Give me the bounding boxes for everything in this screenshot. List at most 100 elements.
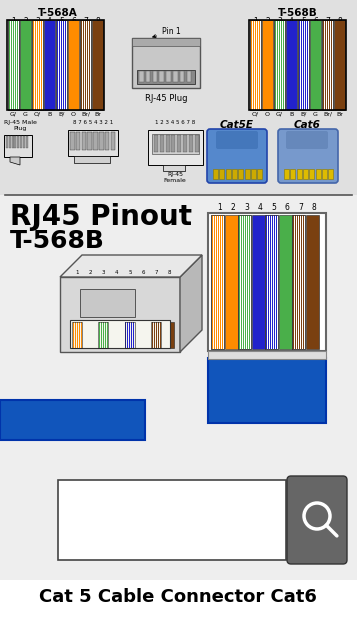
Text: 1. White Orange: 1. White Orange bbox=[66, 492, 151, 502]
Bar bbox=[59, 20, 60, 110]
Bar bbox=[137, 70, 195, 84]
Bar bbox=[218, 215, 219, 349]
Bar bbox=[250, 215, 251, 349]
Bar bbox=[214, 215, 215, 349]
Bar bbox=[257, 20, 258, 110]
Text: 1: 1 bbox=[253, 17, 258, 26]
Bar bbox=[298, 20, 300, 110]
Bar bbox=[81, 20, 82, 110]
Bar bbox=[277, 20, 278, 110]
Bar bbox=[146, 71, 150, 82]
Text: 4: 4 bbox=[115, 270, 119, 275]
Bar bbox=[173, 71, 177, 82]
Bar bbox=[139, 71, 144, 82]
Bar bbox=[152, 71, 157, 82]
Bar bbox=[241, 215, 242, 349]
Bar bbox=[56, 20, 67, 110]
Bar bbox=[245, 169, 250, 179]
Bar bbox=[68, 130, 118, 156]
Bar bbox=[247, 215, 248, 349]
Text: Pin 1: Pin 1 bbox=[153, 27, 181, 37]
Bar bbox=[212, 215, 213, 349]
Bar bbox=[238, 169, 243, 179]
Text: 1: 1 bbox=[11, 17, 16, 26]
Polygon shape bbox=[60, 277, 180, 352]
Text: Br/: Br/ bbox=[81, 112, 90, 117]
Bar bbox=[274, 215, 275, 349]
Bar bbox=[131, 322, 132, 348]
Bar bbox=[328, 169, 333, 179]
Bar bbox=[165, 322, 175, 348]
Text: G/: G/ bbox=[10, 112, 17, 117]
Text: 3: 3 bbox=[35, 17, 40, 26]
Text: Br: Br bbox=[94, 112, 101, 117]
Bar bbox=[151, 322, 161, 348]
Text: 7: 7 bbox=[298, 203, 303, 212]
Text: 7: 7 bbox=[325, 17, 330, 26]
Text: B/: B/ bbox=[300, 112, 307, 117]
Bar bbox=[138, 322, 148, 348]
Text: B/: B/ bbox=[58, 112, 65, 117]
Bar bbox=[171, 135, 175, 152]
Text: 8: 8 bbox=[312, 203, 316, 212]
Bar bbox=[7, 20, 104, 110]
Bar bbox=[306, 215, 318, 349]
Bar bbox=[76, 132, 80, 150]
Bar bbox=[245, 215, 246, 349]
Bar bbox=[265, 215, 278, 349]
Bar bbox=[265, 215, 278, 349]
Bar bbox=[158, 322, 159, 348]
Bar bbox=[250, 20, 261, 110]
Text: 6: 6 bbox=[313, 17, 318, 26]
Bar bbox=[310, 20, 321, 110]
Bar bbox=[329, 20, 330, 110]
Bar bbox=[39, 20, 40, 110]
Bar bbox=[305, 20, 306, 110]
Text: O: O bbox=[265, 112, 270, 117]
Bar bbox=[56, 20, 67, 110]
Bar bbox=[322, 20, 333, 110]
Bar bbox=[208, 213, 326, 351]
Bar bbox=[238, 215, 251, 349]
Text: B: B bbox=[47, 112, 52, 117]
Bar bbox=[0, 195, 357, 624]
Bar bbox=[154, 135, 158, 152]
Text: 3: 3 bbox=[244, 203, 249, 212]
Bar bbox=[243, 215, 244, 349]
Text: Cat 5 Cable Connector Cat6: Cat 5 Cable Connector Cat6 bbox=[39, 588, 317, 606]
Bar bbox=[322, 169, 327, 179]
Bar bbox=[295, 215, 296, 349]
Bar bbox=[70, 320, 170, 348]
Bar bbox=[99, 322, 109, 348]
Text: 6: 6 bbox=[141, 270, 145, 275]
Bar bbox=[316, 169, 321, 179]
Text: Br/: Br/ bbox=[323, 112, 332, 117]
Text: 6: 6 bbox=[71, 17, 76, 26]
Text: 5: 5 bbox=[271, 203, 276, 212]
Bar bbox=[208, 351, 326, 359]
Text: 1: 1 bbox=[217, 203, 222, 212]
Text: O: O bbox=[71, 112, 76, 117]
Bar bbox=[89, 20, 90, 110]
Text: 4: 4 bbox=[289, 17, 294, 26]
Bar bbox=[125, 322, 135, 348]
Text: 2: 2 bbox=[265, 17, 270, 26]
Bar bbox=[226, 169, 231, 179]
Text: 5. White Blue: 5. White Blue bbox=[178, 492, 248, 502]
Bar bbox=[195, 135, 198, 152]
Bar bbox=[253, 20, 254, 110]
Bar bbox=[58, 480, 286, 560]
Bar bbox=[298, 20, 309, 110]
Bar bbox=[259, 20, 261, 110]
Text: G: G bbox=[23, 112, 28, 117]
Text: Br: Br bbox=[336, 112, 343, 117]
Bar bbox=[63, 20, 64, 110]
FancyBboxPatch shape bbox=[278, 129, 338, 183]
Bar bbox=[129, 322, 130, 348]
Text: O/: O/ bbox=[34, 112, 41, 117]
Bar bbox=[322, 20, 333, 110]
Text: B: B bbox=[290, 112, 293, 117]
Bar bbox=[180, 71, 184, 82]
Bar bbox=[225, 215, 237, 349]
Text: 7: 7 bbox=[83, 17, 88, 26]
